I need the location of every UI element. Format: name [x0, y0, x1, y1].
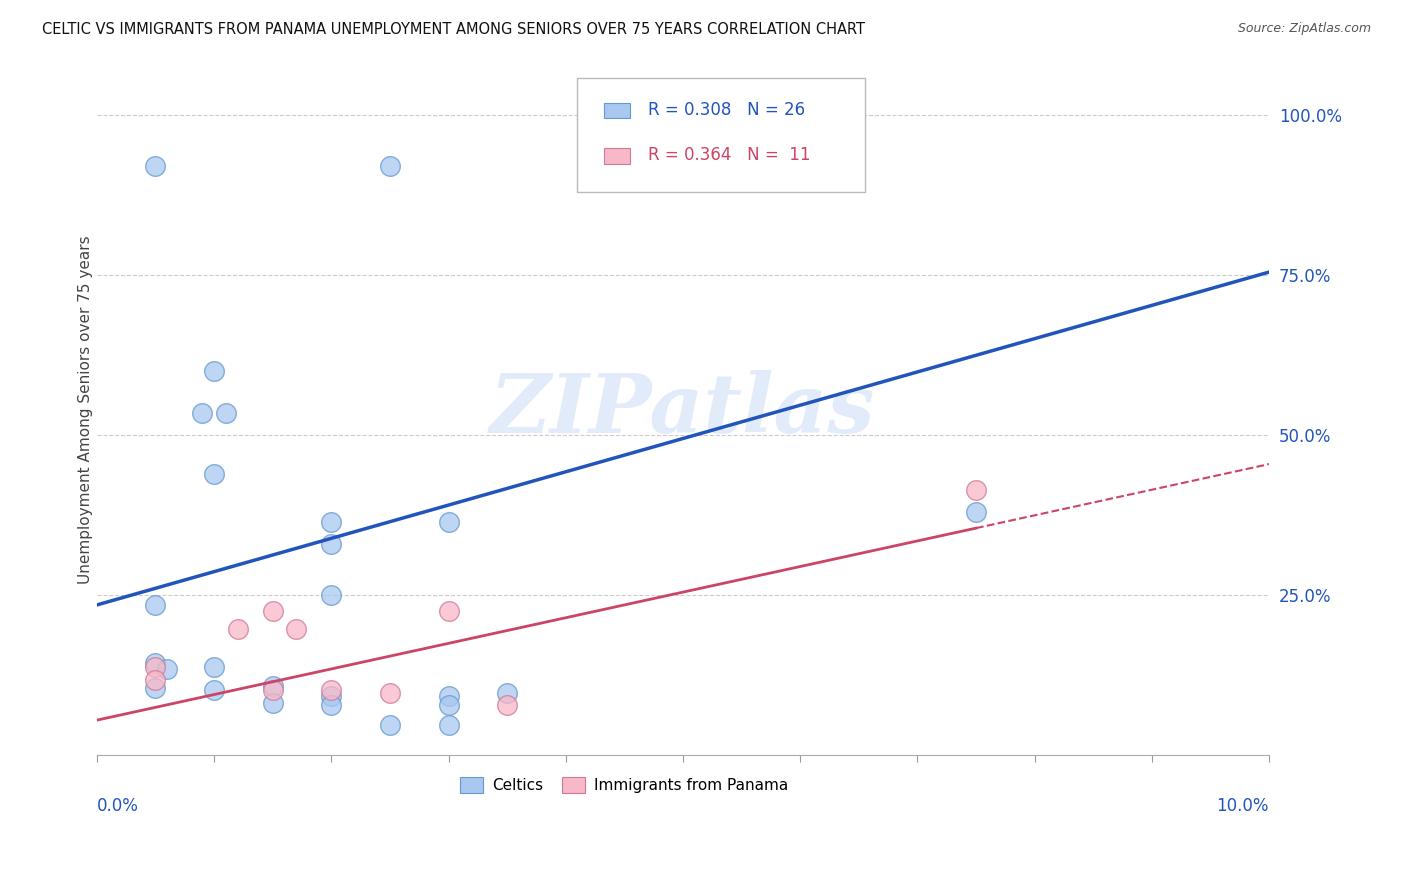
Point [145, 160, 167, 174]
Text: ZIPatlas: ZIPatlas [491, 369, 876, 450]
Point [321, 690, 343, 704]
Point [321, 588, 343, 602]
Point [378, 685, 401, 699]
Point [202, 467, 225, 481]
Point [226, 622, 249, 636]
Point [145, 681, 167, 695]
Point [965, 505, 987, 519]
Point [437, 690, 460, 704]
Point [378, 717, 401, 731]
Point [321, 698, 343, 713]
Text: R = 0.308   N = 26: R = 0.308 N = 26 [648, 101, 804, 119]
Point [437, 717, 460, 731]
Y-axis label: Unemployment Among Seniors over 75 years: Unemployment Among Seniors over 75 years [79, 235, 93, 584]
Point [321, 515, 343, 529]
Point [262, 604, 284, 618]
FancyBboxPatch shape [605, 103, 630, 118]
Point [145, 598, 167, 612]
Point [321, 537, 343, 551]
Point [965, 483, 987, 497]
Text: 0.0%: 0.0% [97, 797, 139, 814]
Point [437, 515, 460, 529]
Point [145, 660, 167, 674]
Text: R = 0.364   N =  11: R = 0.364 N = 11 [648, 146, 810, 164]
Point [215, 406, 238, 420]
Text: Source: ZipAtlas.com: Source: ZipAtlas.com [1237, 22, 1371, 36]
Text: CELTIC VS IMMIGRANTS FROM PANAMA UNEMPLOYMENT AMONG SENIORS OVER 75 YEARS CORREL: CELTIC VS IMMIGRANTS FROM PANAMA UNEMPLO… [42, 22, 865, 37]
Point [262, 696, 284, 710]
Point [437, 698, 460, 713]
Legend: Celtics, Immigrants from Panama: Celtics, Immigrants from Panama [454, 772, 794, 799]
FancyBboxPatch shape [578, 78, 865, 192]
Point [202, 683, 225, 698]
Point [437, 604, 460, 618]
Point [145, 673, 167, 687]
Point [496, 698, 519, 713]
Point [202, 660, 225, 674]
Point [378, 160, 401, 174]
Point [145, 656, 167, 670]
Point [202, 364, 225, 378]
Point [262, 683, 284, 698]
Point [496, 685, 519, 699]
Point [285, 622, 308, 636]
Point [321, 683, 343, 698]
Text: 10.0%: 10.0% [1216, 797, 1270, 814]
Point [191, 406, 214, 420]
Point [156, 662, 179, 676]
FancyBboxPatch shape [605, 148, 630, 163]
Point [262, 679, 284, 693]
